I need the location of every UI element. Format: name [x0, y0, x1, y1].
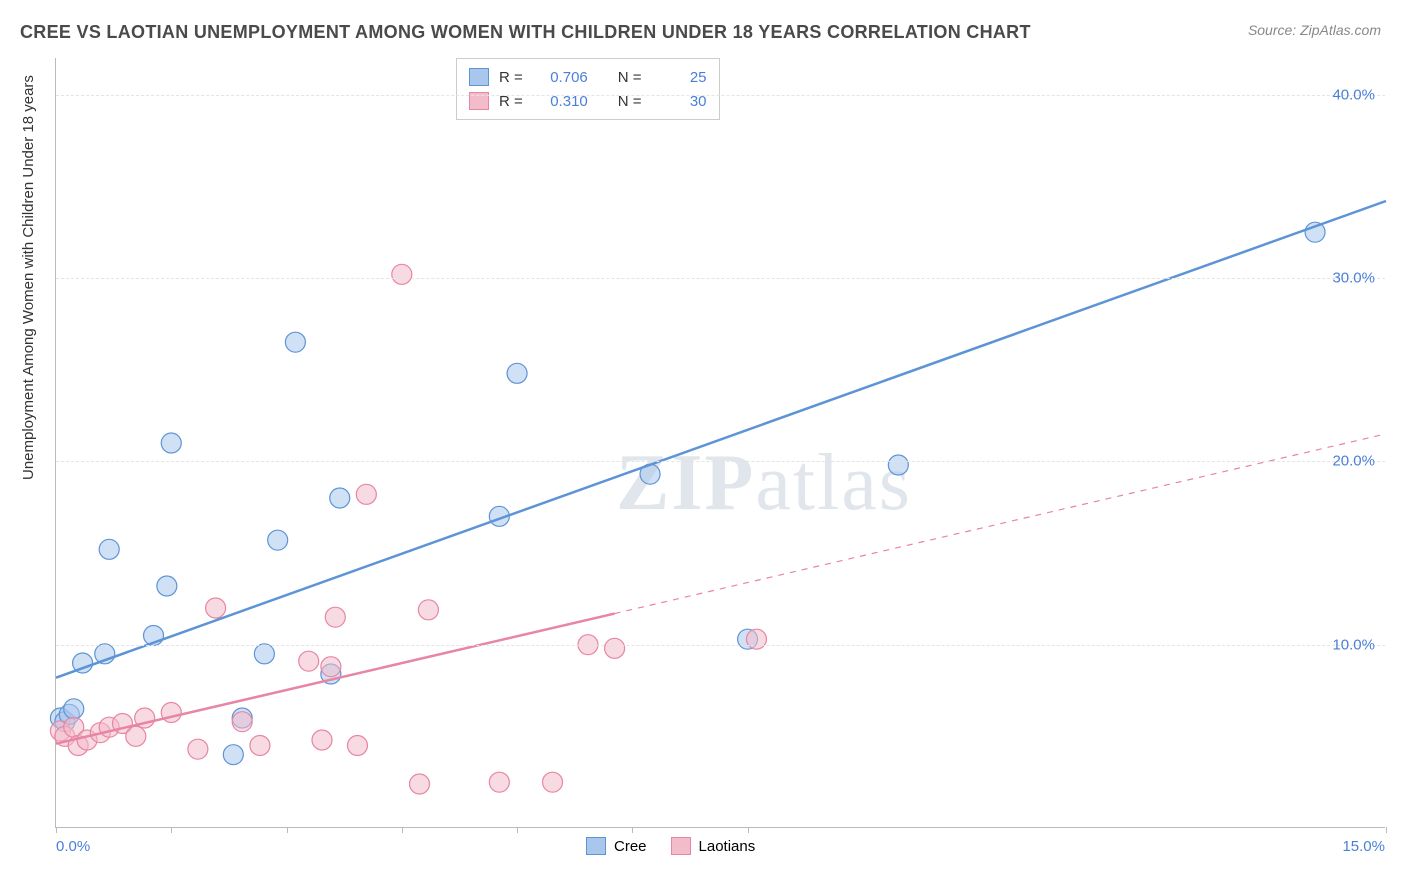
scatter-point: [410, 774, 430, 794]
scatter-point: [418, 600, 438, 620]
gridline-y: [56, 95, 1385, 96]
x-axis-left-label: 0.0%: [56, 838, 90, 855]
scatter-point: [312, 730, 332, 750]
scatter-point: [126, 726, 146, 746]
chart-container: CREE VS LAOTIAN UNEMPLOYMENT AMONG WOMEN…: [0, 0, 1406, 892]
chart-title: CREE VS LAOTIAN UNEMPLOYMENT AMONG WOMEN…: [20, 22, 1031, 43]
legend-row-laotians: R = 0.310 N = 30: [469, 89, 707, 113]
y-axis-label: Unemployment Among Women with Children U…: [20, 75, 37, 480]
scatter-point: [232, 712, 252, 732]
n-label-cree: N =: [618, 69, 642, 86]
legend-stats: R = 0.706 N = 25 R = 0.310 N = 30: [456, 58, 720, 120]
scatter-point: [543, 772, 563, 792]
scatter-point: [250, 736, 270, 756]
x-tick: [56, 827, 57, 833]
x-tick: [171, 827, 172, 833]
x-axis-right-label: 15.0%: [1342, 838, 1385, 855]
swatch-cree: [469, 68, 489, 86]
x-tick: [402, 827, 403, 833]
legend-item-cree: Cree: [586, 837, 647, 855]
scatter-point: [325, 607, 345, 627]
n-value-cree: 25: [652, 69, 707, 86]
y-tick-label: 20.0%: [1332, 453, 1375, 470]
scatter-point: [223, 745, 243, 765]
x-tick: [287, 827, 288, 833]
y-tick-label: 10.0%: [1332, 636, 1375, 653]
y-tick-label: 40.0%: [1332, 86, 1375, 103]
scatter-point: [285, 332, 305, 352]
scatter-point: [188, 739, 208, 759]
legend-label-cree: Cree: [614, 838, 647, 855]
scatter-point: [64, 699, 84, 719]
swatch-cree-bottom: [586, 837, 606, 855]
scatter-point: [99, 539, 119, 559]
plot-svg: [56, 58, 1385, 827]
swatch-laotians-bottom: [671, 837, 691, 855]
scatter-point: [489, 772, 509, 792]
r-label-cree: R =: [499, 69, 523, 86]
scatter-point: [392, 264, 412, 284]
scatter-point: [299, 651, 319, 671]
legend-series: Cree Laotians: [586, 837, 755, 855]
scatter-point: [746, 629, 766, 649]
y-tick-label: 30.0%: [1332, 270, 1375, 287]
scatter-point: [321, 657, 341, 677]
scatter-point: [330, 488, 350, 508]
scatter-point: [605, 638, 625, 658]
gridline-y: [56, 461, 1385, 462]
scatter-point: [254, 644, 274, 664]
trend-line: [56, 614, 615, 744]
scatter-point: [206, 598, 226, 618]
scatter-point: [888, 455, 908, 475]
legend-item-laotians: Laotians: [671, 837, 756, 855]
scatter-point: [161, 433, 181, 453]
trend-line: [56, 201, 1386, 678]
legend-row-cree: R = 0.706 N = 25: [469, 65, 707, 89]
gridline-y: [56, 278, 1385, 279]
scatter-point: [347, 736, 367, 756]
x-tick: [748, 827, 749, 833]
x-tick: [632, 827, 633, 833]
legend-label-laotians: Laotians: [699, 838, 756, 855]
gridline-y: [56, 645, 1385, 646]
x-tick: [517, 827, 518, 833]
scatter-point: [268, 530, 288, 550]
scatter-point: [356, 484, 376, 504]
source-label: Source: ZipAtlas.com: [1248, 22, 1381, 38]
scatter-point: [507, 363, 527, 383]
x-tick: [1386, 827, 1387, 833]
scatter-point: [157, 576, 177, 596]
r-value-cree: 0.706: [533, 69, 588, 86]
plot-area: ZIPatlas R = 0.706 N = 25 R = 0.310 N = …: [55, 58, 1385, 828]
